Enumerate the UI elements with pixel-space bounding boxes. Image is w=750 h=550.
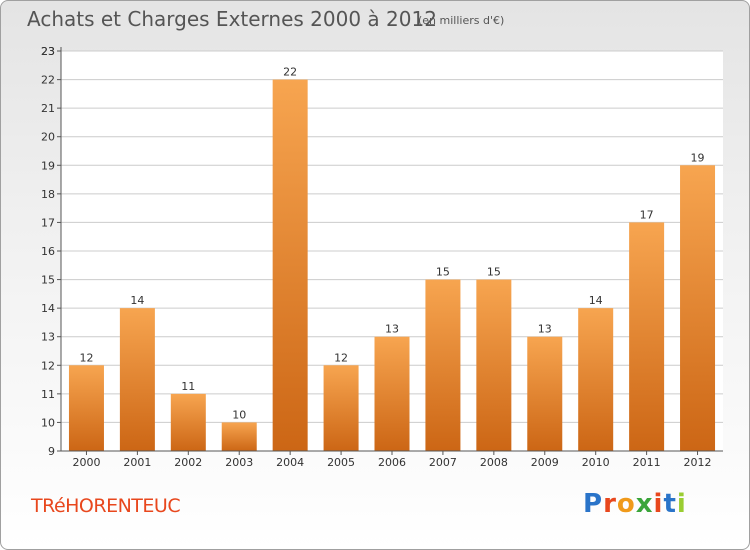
proxiti-logo: Proxiti (583, 489, 687, 519)
y-tick-label: 11 (41, 388, 55, 401)
y-tick-label: 22 (41, 74, 55, 87)
logo-letter: P (583, 489, 604, 519)
y-tick-label: 18 (41, 188, 55, 201)
logo-letter: o (616, 489, 636, 519)
bar-value-label: 15 (436, 266, 450, 279)
x-tick-label: 2007 (429, 456, 457, 469)
bar-value-label: 13 (385, 323, 399, 336)
bar-value-label: 15 (487, 266, 501, 279)
bar-value-label: 12 (334, 351, 348, 364)
bar (425, 279, 461, 451)
bar-value-label: 11 (181, 380, 195, 393)
bar (680, 165, 716, 452)
bar (629, 222, 665, 451)
bar-value-label: 14 (130, 294, 144, 307)
bar (170, 393, 206, 451)
y-tick-label: 15 (41, 274, 55, 287)
x-tick-label: 2011 (633, 456, 661, 469)
y-tick-label: 23 (41, 45, 55, 58)
bar (272, 79, 308, 452)
x-tick-label: 2003 (225, 456, 253, 469)
x-tick-label: 2001 (123, 456, 151, 469)
chart-subtitle: (en milliers d'€) (418, 14, 505, 27)
bar (323, 365, 359, 451)
y-tick-label: 16 (41, 245, 55, 258)
bar (221, 422, 257, 451)
logo-letter: t (663, 489, 677, 519)
logo-letter: i (676, 489, 687, 519)
y-tick-label: 10 (41, 416, 55, 429)
bar-value-label: 17 (640, 208, 654, 221)
bar-value-label: 14 (589, 294, 603, 307)
y-tick-label: 19 (41, 159, 55, 172)
y-tick-label: 14 (41, 302, 55, 315)
logo-letter: i (653, 489, 664, 519)
commune-name: TRéHORENTEUC (31, 495, 181, 517)
bar (119, 308, 155, 451)
x-tick-label: 2012 (684, 456, 712, 469)
logo-letter: r (603, 489, 617, 519)
logo-letter: x (635, 489, 654, 519)
bar-value-label: 12 (79, 351, 93, 364)
x-tick-label: 2008 (480, 456, 508, 469)
x-tick-label: 2004 (276, 456, 304, 469)
bar (527, 336, 563, 451)
bar-value-label: 22 (283, 66, 297, 79)
bar-value-label: 13 (538, 323, 552, 336)
y-tick-label: 20 (41, 131, 55, 144)
bar (578, 308, 614, 451)
x-tick-label: 2010 (582, 456, 610, 469)
x-tick-label: 2002 (174, 456, 202, 469)
bar-value-label: 10 (232, 408, 246, 421)
y-tick-label: 12 (41, 359, 55, 372)
x-tick-label: 2009 (531, 456, 559, 469)
y-tick-label: 17 (41, 216, 55, 229)
y-tick-label: 23 (41, 45, 55, 58)
chart-title: Achats et Charges Externes 2000 à 2012 (27, 7, 437, 31)
y-tick-label: 13 (41, 331, 55, 344)
y-tick-label: 21 (41, 102, 55, 115)
bar (68, 365, 104, 451)
y-tick-label: 9 (48, 445, 55, 458)
bar (476, 279, 512, 451)
bar (374, 336, 410, 451)
x-tick-label: 2006 (378, 456, 406, 469)
bar-value-label: 19 (691, 151, 705, 164)
x-tick-label: 2000 (72, 456, 100, 469)
x-tick-label: 2005 (327, 456, 355, 469)
